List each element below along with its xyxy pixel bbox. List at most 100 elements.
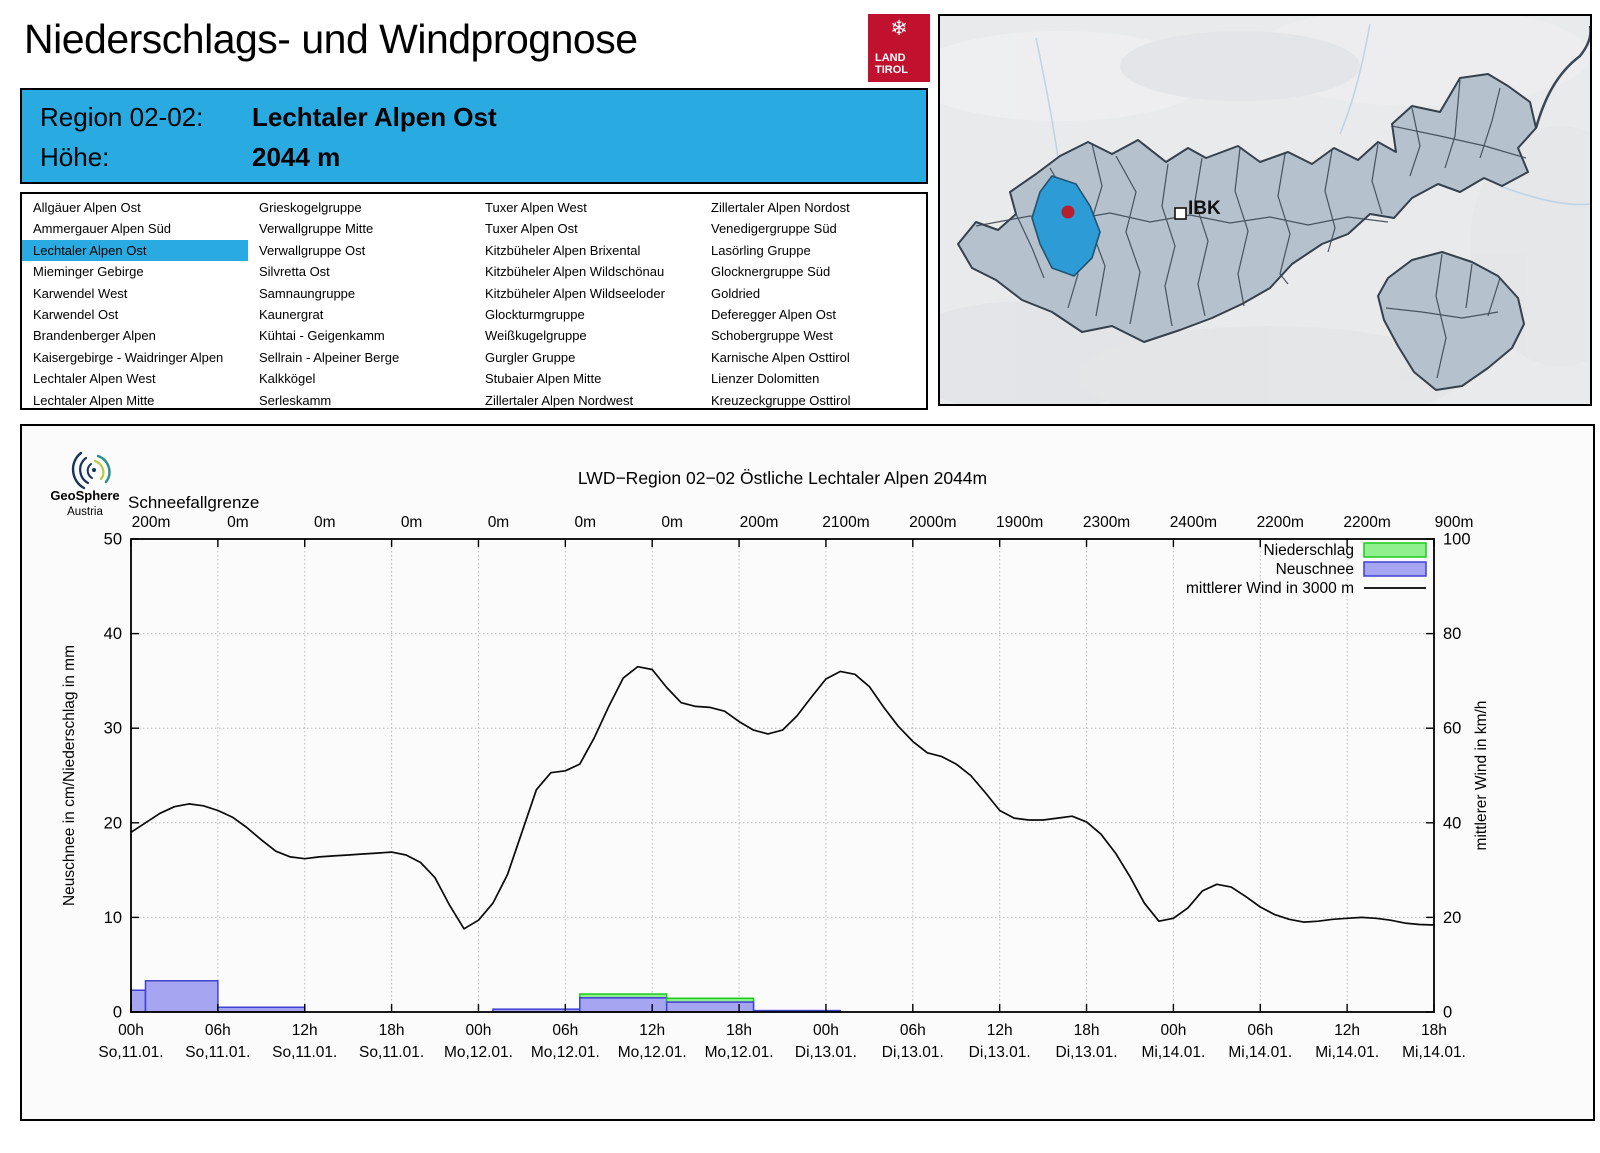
y-right-tick-label: 40 xyxy=(1443,814,1461,832)
y-right-axis-title: mittlerer Wind in km/h xyxy=(1473,701,1490,851)
x-tick-time-label: 00h xyxy=(118,1022,144,1039)
y-left-tick-label: 30 xyxy=(104,720,122,738)
region-list-item[interactable]: Verwallgruppe Mitte xyxy=(259,221,374,237)
region-list-item[interactable]: Kitzbüheler Alpen Wildseeloder xyxy=(485,285,665,301)
region-list-column-4: Zillertaler Alpen Nordost Venedigergruppe… xyxy=(700,197,926,408)
y-left-tick-label: 40 xyxy=(104,625,122,643)
ibk-label: IBK xyxy=(1188,198,1221,219)
altitude-value: 2044 m xyxy=(252,142,341,172)
region-label: Region 02-02: xyxy=(40,102,204,132)
x-tick-time-label: 12h xyxy=(1334,1022,1360,1039)
map-regions-north-tirol[interactable] xyxy=(957,73,1537,343)
region-list-item[interactable]: Kitzbüheler Alpen Wildschönau xyxy=(485,264,665,280)
snowline-value-label: 0m xyxy=(488,514,510,531)
region-list-item[interactable]: Kühtai - Geigenkamm xyxy=(259,328,385,344)
region-list-item[interactable]: Zillertaler Alpen Nordost xyxy=(711,200,850,215)
region-list-item[interactable]: Deferegger Alpen Ost xyxy=(711,306,837,322)
region-list-item[interactable]: Kitzbüheler Alpen Brixental xyxy=(485,242,641,258)
region-list-item[interactable]: Kaunergrat xyxy=(259,306,324,322)
x-tick-time-label: 00h xyxy=(813,1022,839,1039)
legend-swatch-neuschnee xyxy=(1363,561,1427,577)
axis-ticks xyxy=(130,538,1435,1013)
region-list-item[interactable]: Ammergauer Alpen Süd xyxy=(33,221,172,237)
legend-label: Neuschnee xyxy=(1276,561,1354,578)
region-list-item[interactable]: Silvretta Ost xyxy=(259,264,330,280)
region-list-item[interactable]: Kaisergebirge - Waidringer Alpen xyxy=(33,349,224,365)
legend-swatch-niederschlag xyxy=(1363,542,1427,558)
y-left-axis-title: Neuschnee in cm/Niederschlag in mm xyxy=(61,645,78,906)
region-list-item[interactable]: Allgäuer Alpen Ost xyxy=(33,200,141,215)
snowline-value-label: 0m xyxy=(401,514,423,531)
tirol-map: IBK xyxy=(890,6,1600,426)
region-list-item[interactable]: Verwallgruppe Ost xyxy=(259,242,366,258)
snowline-value-label: 0m xyxy=(575,514,597,531)
region-list-item[interactable]: Kalkkögel xyxy=(259,371,316,387)
x-tick-day-label: Di,13.01. xyxy=(969,1044,1031,1061)
region-list-item[interactable]: Lechtaler Alpen Mitte xyxy=(33,392,155,408)
region-list-item[interactable]: Sellrain - Alpeiner Berge xyxy=(259,349,400,365)
region-list-item[interactable]: Stubaier Alpen Mitte xyxy=(485,371,602,387)
land-tirol-logo: ❄ LAND TIROL xyxy=(868,14,930,82)
region-list-item[interactable]: Lasörling Gruppe xyxy=(711,242,811,258)
y-right-tick-label: 60 xyxy=(1443,720,1461,738)
region-list-item[interactable]: Tuxer Alpen Ost xyxy=(485,221,578,237)
region-list-item[interactable]: Serleskamm xyxy=(259,392,332,408)
region-list-item[interactable]: Gurgler Gruppe xyxy=(485,349,576,365)
x-tick-day-label: Di,13.01. xyxy=(882,1044,944,1061)
x-tick-time-label: 18h xyxy=(379,1022,405,1039)
forecast-chart: GeoSphere Austria LWD−Region 02−02 Östli… xyxy=(50,451,1490,1061)
region-list-item[interactable]: Samnaungruppe xyxy=(259,285,356,301)
river-lines xyxy=(1035,23,1591,206)
snowline-value-label: 2200m xyxy=(1257,514,1304,531)
x-tick-day-label: Mo,12.01. xyxy=(531,1044,600,1061)
snowline-value-label: 900m xyxy=(1435,514,1474,531)
y-left-tick-label: 20 xyxy=(104,814,122,832)
region-list-item-selected[interactable]: Lechtaler Alpen Ost xyxy=(22,239,248,262)
region-list-item[interactable]: Lechtaler Alpen West xyxy=(33,371,156,387)
forecast-chart-panel: GeoSphere Austria LWD−Region 02−02 Östli… xyxy=(20,424,1595,1121)
y-left-tick-label: 50 xyxy=(104,531,122,549)
map-region-highlight-lechtaler-alpen-ost[interactable] xyxy=(1031,175,1101,277)
region-list-item[interactable]: Grieskogelgruppe xyxy=(259,200,362,215)
neuschnee-bar xyxy=(130,989,147,1013)
region-list-item[interactable]: Weißkugelgruppe xyxy=(485,328,587,344)
region-list: Allgäuer Alpen Ost Ammergauer Alpen Süd Le… xyxy=(20,192,928,410)
region-list-item[interactable]: Zillertaler Alpen Nordwest xyxy=(485,392,634,408)
x-tick-time-label: 12h xyxy=(987,1022,1013,1039)
page-title: Niederschlags- und Windprognose xyxy=(24,16,638,62)
snowline-value-label: 2300m xyxy=(1083,514,1130,531)
region-list-item[interactable]: Brandenberger Alpen xyxy=(33,328,156,344)
legend-label: mittlerer Wind in 3000 m xyxy=(1186,580,1354,597)
x-tick-time-label: 06h xyxy=(900,1022,926,1039)
snowline-value-label: 0m xyxy=(314,514,336,531)
map-regions-east-tirol[interactable] xyxy=(1377,251,1525,391)
y-left-tick-label: 10 xyxy=(104,909,122,927)
region-list-item[interactable]: Goldried xyxy=(711,285,761,301)
snowline-value-label: 2100m xyxy=(822,514,869,531)
region-list-item[interactable]: Glockturmgruppe xyxy=(485,306,585,322)
x-tick-time-label: 12h xyxy=(639,1022,665,1039)
gridlines xyxy=(131,539,1434,1012)
region-list-item[interactable]: Karnische Alpen Osttirol xyxy=(711,349,850,365)
region-list-item[interactable]: Lienzer Dolomitten xyxy=(711,371,820,387)
x-tick-day-label: So,11.01. xyxy=(359,1044,424,1061)
y-right-tick-label: 80 xyxy=(1443,625,1461,643)
region-list-item[interactable]: Karwendel West xyxy=(33,285,128,301)
x-tick-day-label: Mi,14.01. xyxy=(1142,1044,1206,1061)
x-tick-time-label: 06h xyxy=(205,1022,231,1039)
x-tick-day-label: So,11.01. xyxy=(98,1044,163,1061)
region-list-item[interactable]: Kreuzeckgruppe Osttirol xyxy=(711,392,851,408)
region-list-item[interactable]: Tuxer Alpen West xyxy=(485,200,587,215)
region-list-column-1: Allgäuer Alpen Ost Ammergauer Alpen Süd Le… xyxy=(22,197,248,408)
region-list-item[interactable]: Schobergruppe West xyxy=(711,328,833,344)
snowline-value-label: 0m xyxy=(661,514,683,531)
region-list-item[interactable]: Glocknergruppe Süd xyxy=(711,264,831,280)
snowline-value-label: 200m xyxy=(132,514,171,531)
region-list-item[interactable]: Mieminger Gebirge xyxy=(33,264,144,280)
x-tick-day-label: Mo,12.01. xyxy=(618,1044,687,1061)
chart-title: LWD−Region 02−02 Östliche Lechtaler Alpe… xyxy=(578,468,987,488)
region-list-item[interactable]: Karwendel Ost xyxy=(33,306,119,322)
legend-label: Niederschlag xyxy=(1264,542,1354,559)
region-list-item[interactable]: Venedigergruppe Süd xyxy=(711,221,837,237)
x-tick-day-label: So,11.01. xyxy=(185,1044,250,1061)
